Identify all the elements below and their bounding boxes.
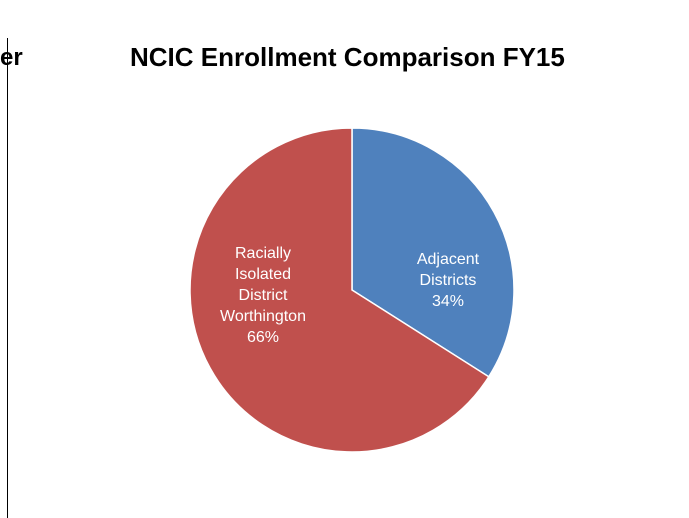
slice-label-line: Districts <box>420 272 477 289</box>
chart-frame <box>7 38 689 518</box>
pie-chart: Adjacent Districts 34% Racially Isolated Dist… <box>189 127 515 453</box>
slice-label-2: Racially Isolated District Worthington 66% <box>220 245 306 346</box>
clipped-label-fragment: er <box>0 44 23 71</box>
pie-slice-2 <box>189 127 490 453</box>
slice-label-line: Isolated <box>235 266 291 283</box>
slice-label-line: Racially <box>235 245 291 262</box>
pie-slice-1 <box>351 127 515 378</box>
slice-label-line: District <box>239 287 288 304</box>
pie-slices <box>189 127 515 453</box>
slice-label-line: 34% <box>432 293 464 310</box>
slice-label-1: Adjacent Districts 34% <box>417 251 480 310</box>
slice-label-line: 66% <box>247 329 279 346</box>
chart-title: NCIC Enrollment Comparison FY15 <box>130 42 565 72</box>
slice-label-line: Adjacent <box>417 251 480 268</box>
slice-label-line: Worthington <box>220 308 306 325</box>
slice-labels: Adjacent Districts 34% Racially Isolated Dist… <box>220 245 480 346</box>
